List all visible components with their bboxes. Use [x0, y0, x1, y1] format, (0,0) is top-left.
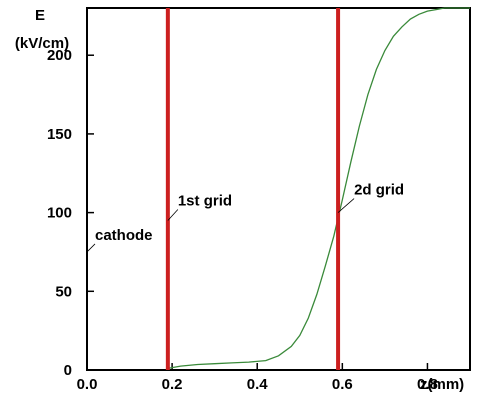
y-axis-label-symbol: E — [35, 7, 45, 24]
y-tick-label: 100 — [47, 205, 72, 222]
x-tick-label: 0.2 — [162, 376, 183, 393]
annotations: cathode 1st grid 2d grid — [86, 182, 404, 253]
y-tick-label: 50 — [55, 283, 72, 300]
y-axis-label-unit: (kV/cm) — [15, 35, 69, 52]
y-axis-ticks: 0 50 100 150 200 — [47, 47, 94, 379]
y-tick-label: 0 — [64, 362, 72, 379]
annotation-leader — [86, 243, 96, 253]
x-tick-label: 0.6 — [332, 376, 353, 393]
y-tick-label: 150 — [47, 126, 72, 143]
annotation-label: 1st grid — [178, 192, 232, 209]
plot-frame — [86, 7, 471, 371]
series-layer — [167, 7, 470, 370]
annotation-label: 2d grid — [354, 182, 404, 199]
x-axis-ticks: 0.0 0.2 0.4 0.6 0.8 — [77, 363, 438, 393]
annotation-leader — [167, 209, 179, 221]
x-tick-label: 0.8 — [417, 376, 438, 393]
x-axis-label: z(mm) — [420, 376, 464, 393]
y-tick-label: 200 — [47, 47, 72, 64]
annotation-leader — [337, 198, 355, 213]
x-tick-label: 0.0 — [77, 376, 98, 393]
annotation-label: cathode — [95, 227, 153, 244]
grid-markers — [165, 8, 341, 370]
field-curve — [167, 7, 470, 370]
x-tick-label: 0.4 — [247, 376, 269, 393]
